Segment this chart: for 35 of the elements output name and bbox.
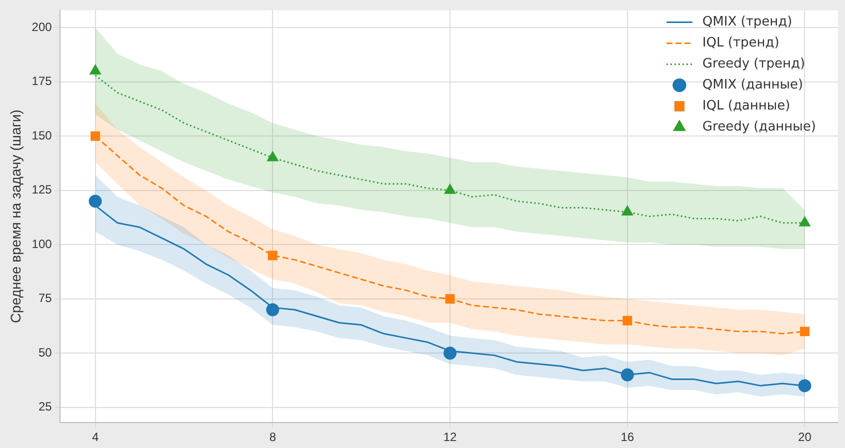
point (800, 326, 810, 336)
legend-label: Greedy (данные) (702, 120, 816, 135)
point (622, 316, 632, 326)
legend-label: IQL (тренд) (702, 36, 780, 51)
point (620, 368, 634, 382)
y-tick-label: 175 (32, 74, 52, 88)
y-tick-label: 125 (32, 182, 52, 197)
point (444, 184, 456, 194)
y-tick-label: 50 (38, 345, 52, 360)
point (622, 206, 634, 216)
point (444, 346, 457, 360)
point (799, 216, 810, 226)
point (268, 250, 278, 260)
legend-label: Greedy (тренд) (702, 56, 806, 72)
y-tick-label: 150 (32, 128, 52, 142)
point (798, 379, 812, 392)
point (266, 303, 280, 316)
y-axis-title: Среднее время на задачу (шаги) (7, 110, 24, 324)
y-tick-label: 75 (38, 291, 52, 306)
y-tick-label: 100 (32, 236, 52, 251)
y-tick-label: 200 (32, 20, 52, 34)
point (445, 294, 455, 304)
y-tick-label: 25 (38, 400, 52, 414)
x-tick-label: 4 (92, 430, 99, 444)
point (266, 151, 278, 162)
point (90, 131, 100, 141)
point (90, 64, 101, 74)
x-tick-label: 12 (443, 430, 458, 444)
x-tick-label: 20 (798, 430, 812, 444)
x-tick-label: 8 (269, 430, 276, 444)
x-tick-label: 16 (620, 430, 634, 444)
legend-label: QMIX (тренд) (702, 14, 792, 30)
point (88, 194, 102, 208)
legend-label: QMIX (данные) (702, 78, 804, 93)
legend-label: IQL (данные) (702, 98, 790, 114)
